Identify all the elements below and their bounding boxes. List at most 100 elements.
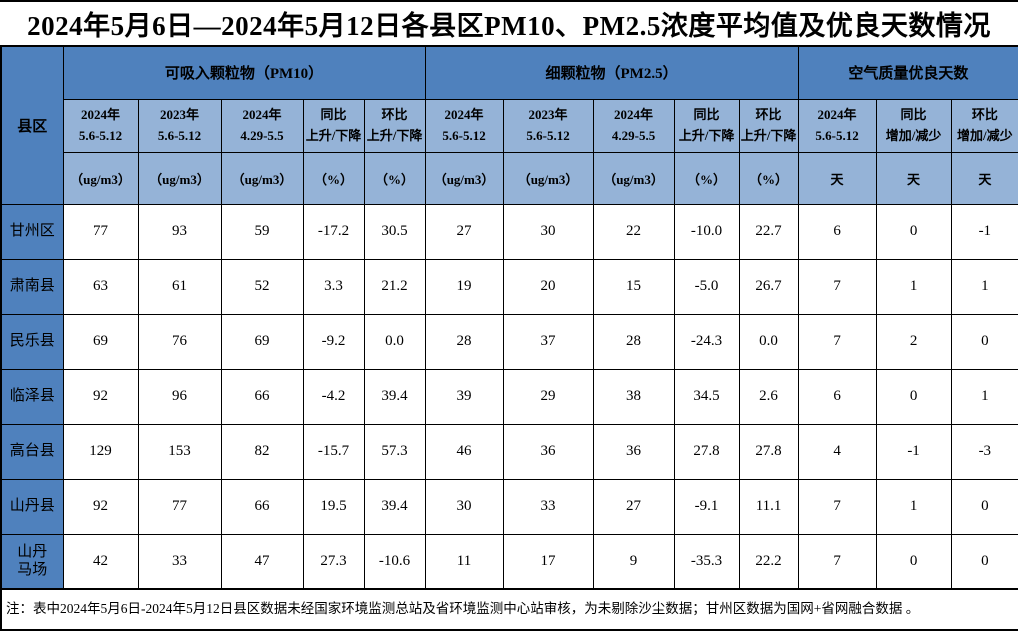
period-header: 2023年 5.6-5.12 <box>502 98 594 153</box>
data-cell: 28 <box>592 313 675 370</box>
period-header: 2024年 5.6-5.12 <box>797 98 877 153</box>
data-cell: 3.3 <box>302 258 365 315</box>
data-cell: 66 <box>220 368 304 425</box>
data-cell: -4.2 <box>302 368 365 425</box>
table-row: 临泽县 92 96 66 -4.2 39.4 39 29 38 34.5 2.6… <box>0 368 1018 425</box>
data-cell: 1 <box>950 368 1018 425</box>
group-header-good-days: 空气质量优良天数 <box>797 45 1018 100</box>
unit-header: （ug/m3） <box>62 151 139 205</box>
unit-header: （ug/m3） <box>502 151 594 205</box>
period-header: 2024年 5.6-5.12 <box>62 98 139 153</box>
data-cell: 6 <box>797 203 877 260</box>
unit-header-row: （ug/m3） （ug/m3） （ug/m3） （%） （%） （ug/m3） … <box>1 151 1018 205</box>
group-header-pm25: 细颗粒物（PM2.5） <box>424 45 799 100</box>
data-cell: 6 <box>797 368 877 425</box>
county-name: 高台县 <box>0 423 64 480</box>
data-cell: -3 <box>950 423 1018 480</box>
unit-header: （%） <box>363 151 426 205</box>
county-name: 山丹县 <box>0 478 64 535</box>
data-cell: 0 <box>875 533 952 590</box>
data-cell: 66 <box>220 478 304 535</box>
data-cell: 30 <box>502 203 594 260</box>
data-cell: -15.7 <box>302 423 365 480</box>
period-header: 同比 上升/下降 <box>302 98 365 153</box>
period-header: 环比 上升/下降 <box>363 98 426 153</box>
data-cell: 59 <box>220 203 304 260</box>
unit-header: 天 <box>797 151 877 205</box>
period-header: 同比 上升/下降 <box>673 98 740 153</box>
data-cell: 27 <box>424 203 504 260</box>
data-cell: 30 <box>424 478 504 535</box>
data-cell: -5.0 <box>673 258 740 315</box>
data-cell: 7 <box>797 313 877 370</box>
data-cell: 0 <box>950 313 1018 370</box>
period-header: 环比 增加/减少 <box>950 98 1018 153</box>
data-cell: 27.3 <box>302 533 365 590</box>
data-cell: 0 <box>950 533 1018 590</box>
footnote-row: 注：表中2024年5月6日-2024年5月12日县区数据未经国家环境监测总站及省… <box>0 588 1018 631</box>
data-cell: 69 <box>220 313 304 370</box>
county-name: 临泽县 <box>0 368 64 425</box>
data-cell: 28 <box>424 313 504 370</box>
data-cell: 76 <box>137 313 222 370</box>
data-cell: -10.6 <box>363 533 426 590</box>
unit-header: （ug/m3） <box>592 151 675 205</box>
data-cell: 0 <box>875 203 952 260</box>
data-cell: 4 <box>797 423 877 480</box>
data-cell: 33 <box>502 478 594 535</box>
data-cell: 63 <box>62 258 139 315</box>
data-cell: 39 <box>424 368 504 425</box>
data-cell: -1 <box>950 203 1018 260</box>
pm-data-table: 县区 可吸入颗粒物（PM10） 细颗粒物（PM2.5） 空气质量优良天数 202… <box>0 45 1018 631</box>
data-cell: 52 <box>220 258 304 315</box>
data-cell: 7 <box>797 258 877 315</box>
data-cell: -17.2 <box>302 203 365 260</box>
table-row: 肃南县 63 61 52 3.3 21.2 19 20 15 -5.0 26.7… <box>0 258 1018 315</box>
unit-header: 天 <box>950 151 1018 205</box>
data-cell: 33 <box>137 533 222 590</box>
page-title: 2024年5月6日—2024年5月12日各县区PM10、PM2.5浓度平均值及优… <box>0 0 1018 45</box>
period-header: 2024年 4.29-5.5 <box>220 98 304 153</box>
data-cell: 29 <box>502 368 594 425</box>
data-cell: 20 <box>502 258 594 315</box>
data-cell: 129 <box>62 423 139 480</box>
data-cell: 22.2 <box>738 533 799 590</box>
data-cell: 7 <box>797 533 877 590</box>
data-cell: -1 <box>875 423 952 480</box>
data-cell: -9.2 <box>302 313 365 370</box>
data-cell: 42 <box>62 533 139 590</box>
data-cell: 7 <box>797 478 877 535</box>
data-cell: 9 <box>592 533 675 590</box>
data-cell: 39.4 <box>363 368 426 425</box>
unit-header: （%） <box>738 151 799 205</box>
data-cell: 39.4 <box>363 478 426 535</box>
data-cell: 2 <box>875 313 952 370</box>
group-header-pm10: 可吸入颗粒物（PM10） <box>62 45 426 100</box>
data-cell: 1 <box>875 478 952 535</box>
period-header: 环比 上升/下降 <box>738 98 799 153</box>
data-cell: 0.0 <box>363 313 426 370</box>
data-cell: 77 <box>137 478 222 535</box>
data-cell: 27.8 <box>738 423 799 480</box>
unit-header: （ug/m3） <box>424 151 504 205</box>
data-cell: 11 <box>424 533 504 590</box>
data-cell: -9.1 <box>673 478 740 535</box>
data-cell: 19.5 <box>302 478 365 535</box>
data-cell: 1 <box>875 258 952 315</box>
unit-header: （%） <box>302 151 365 205</box>
data-cell: 61 <box>137 258 222 315</box>
data-cell: -24.3 <box>673 313 740 370</box>
data-cell: -10.0 <box>673 203 740 260</box>
unit-header: （ug/m3） <box>220 151 304 205</box>
unit-header: （ug/m3） <box>137 151 222 205</box>
data-cell: 153 <box>137 423 222 480</box>
data-cell: 27.8 <box>673 423 740 480</box>
data-cell: 11.1 <box>738 478 799 535</box>
unit-header: （%） <box>673 151 740 205</box>
data-cell: 37 <box>502 313 594 370</box>
data-cell: 57.3 <box>363 423 426 480</box>
period-header: 同比 增加/减少 <box>875 98 952 153</box>
data-cell: 36 <box>592 423 675 480</box>
county-name: 山丹 马场 <box>0 533 64 590</box>
